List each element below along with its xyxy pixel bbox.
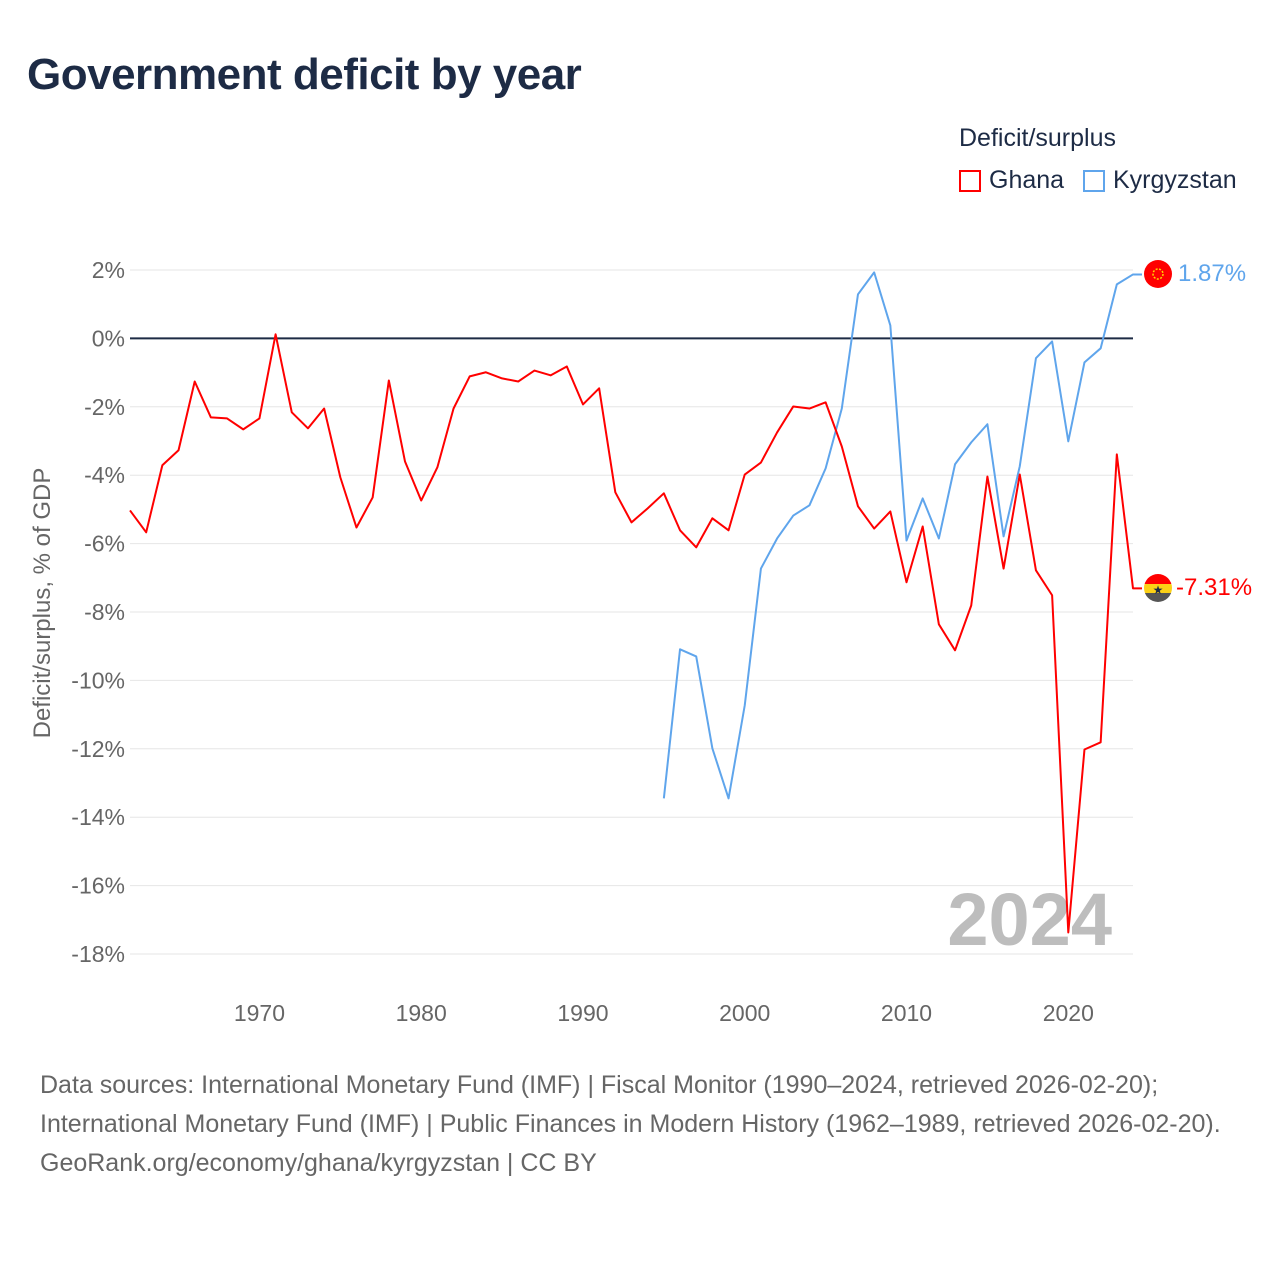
y-tick-label: 0% (92, 325, 125, 351)
legend-item-ghana[interactable]: Ghana (959, 166, 1064, 195)
y-axis-label: Deficit/surplus, % of GDP (29, 468, 56, 739)
y-tick-label: -14% (71, 804, 125, 830)
line-chart: 2% 0% -2% -4% -6% -8% -10% -12% -14% -16% -18% 1970… (29, 257, 1252, 1026)
legend-item-kyrgyzstan[interactable]: Kyrgyzstan (1083, 166, 1237, 195)
y-tick-label: -18% (71, 941, 125, 967)
y-tick-label: -8% (84, 599, 125, 625)
y-tick-label: -2% (84, 394, 125, 420)
chart-title: Government deficit by year (27, 50, 582, 99)
y-tick-label: -4% (84, 462, 125, 488)
y-tick-label: -6% (84, 531, 125, 557)
legend-swatch-kyrgyzstan (1083, 169, 1105, 192)
series-line-kyrgyzstan (662, 271, 1142, 800)
y-tick-label: -16% (71, 873, 125, 899)
x-tick-label: 2010 (881, 1000, 932, 1026)
x-tick-label: 1990 (557, 1000, 608, 1026)
y-tick-label: 2% (92, 257, 125, 283)
x-tick-label: 2000 (719, 1000, 770, 1026)
credit-link[interactable]: GeoRank.org/economy/ghana/kyrgyzstan | C… (40, 1149, 597, 1177)
series-line-ghana (129, 333, 1142, 934)
svg-text:★: ★ (1153, 583, 1164, 597)
y-tick-label: -10% (71, 667, 125, 693)
legend-label: Ghana (989, 166, 1065, 194)
legend-title: Deficit/surplus (959, 124, 1116, 152)
kyrgyzstan-end-label: 1.87% (1178, 260, 1246, 287)
kyrgyzstan-flag-icon (1144, 260, 1172, 288)
x-tick-label: 1970 (234, 1000, 285, 1026)
footer: Data sources: International Monetary Fun… (40, 1066, 1240, 1183)
legend-swatch-ghana (959, 169, 981, 192)
y-tick-label: -12% (71, 736, 125, 762)
legend-label: Kyrgyzstan (1113, 166, 1237, 194)
ghana-flag-icon: ★ (1144, 574, 1172, 602)
x-tick-label: 2020 (1043, 1000, 1094, 1026)
year-watermark: 2024 (947, 878, 1112, 961)
x-tick-label: 1980 (396, 1000, 447, 1026)
data-sources: Data sources: International Monetary Fun… (40, 1071, 1221, 1138)
ghana-end-label: -7.31% (1176, 574, 1252, 601)
